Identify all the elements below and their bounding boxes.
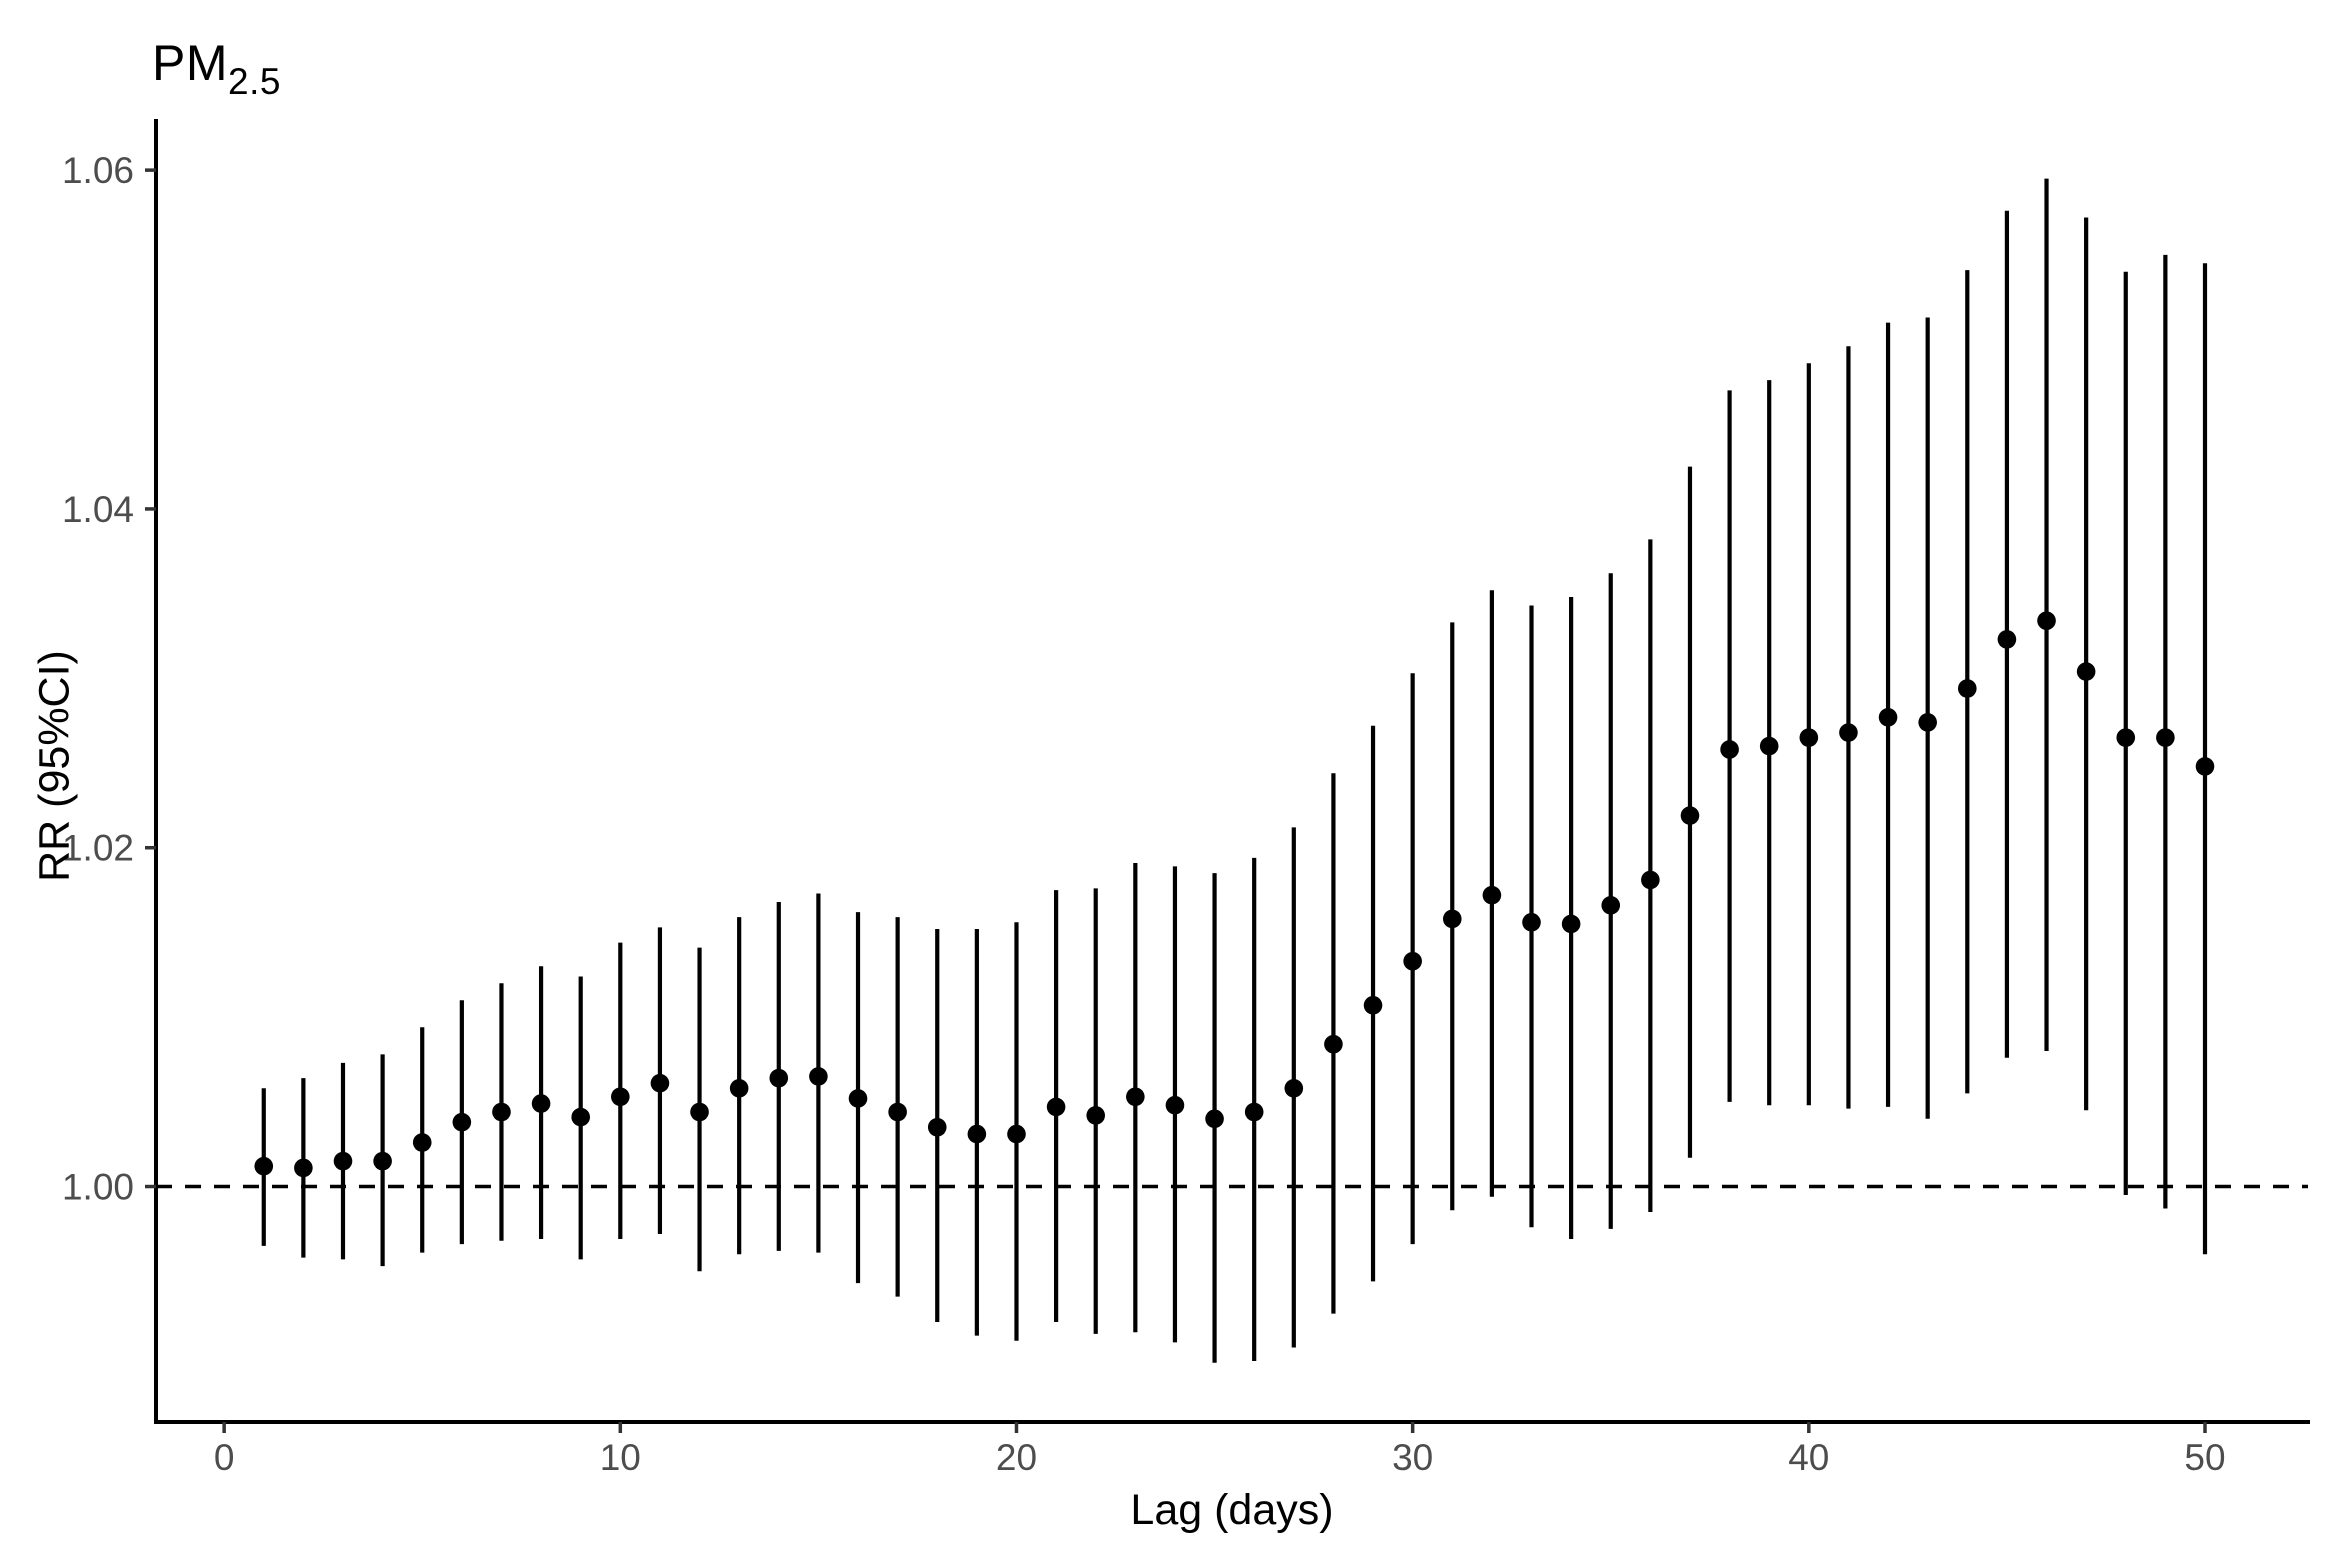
x-tick-label-20: 20 xyxy=(996,1437,1037,1478)
point-dot-lag-44 xyxy=(1957,679,1977,698)
point-dot-lag-22 xyxy=(1086,1106,1106,1125)
point-dot-lag-26 xyxy=(1244,1102,1264,1122)
point-dot-lag-12 xyxy=(690,1102,709,1122)
chart-title: PM2.5 xyxy=(152,34,281,100)
point-dot-lag-27 xyxy=(1284,1078,1304,1098)
point-dot-lag-29 xyxy=(1363,995,1383,1015)
point-dot-lag-6 xyxy=(452,1112,472,1132)
point-dot-lag-3 xyxy=(333,1151,353,1171)
y-tick-label-1.00: 1.00 xyxy=(62,1167,134,1208)
point-dot-lag-39 xyxy=(1759,736,1779,756)
point-dot-lag-14 xyxy=(769,1068,789,1088)
point-dot-lag-28 xyxy=(1324,1034,1343,1054)
x-tick-label-30: 30 xyxy=(1392,1437,1433,1478)
point-dot-lag-38 xyxy=(1720,740,1739,759)
point-dot-lag-2 xyxy=(294,1158,313,1178)
point-dot-lag-50 xyxy=(2195,757,2215,776)
y-tick-label-1.04: 1.04 xyxy=(62,489,134,530)
point-dot-lag-45 xyxy=(1997,630,2017,649)
x-axis-title: Lag (days) xyxy=(1130,1486,1334,1534)
point-dot-lag-11 xyxy=(650,1073,670,1093)
point-dot-lag-33 xyxy=(1522,912,1541,932)
point-dot-lag-40 xyxy=(1799,728,1819,747)
point-dot-lag-41 xyxy=(1839,723,1858,742)
point-dot-lag-34 xyxy=(1561,914,1581,934)
point-dot-lag-35 xyxy=(1601,896,1621,915)
point-dot-lag-31 xyxy=(1442,909,1462,929)
point-dot-lag-43 xyxy=(1918,713,1937,732)
point-dot-lag-4 xyxy=(373,1151,392,1171)
point-dot-lag-30 xyxy=(1403,951,1422,971)
point-dot-lag-21 xyxy=(1046,1097,1066,1117)
axis-lines xyxy=(154,119,2310,1424)
y-tick-label-1.02: 1.02 xyxy=(62,828,134,869)
point-dot-lag-42 xyxy=(1878,707,1898,727)
point-dot-lag-49 xyxy=(2156,728,2175,747)
point-dot-lag-46 xyxy=(2037,611,2056,631)
x-tick-label-10: 10 xyxy=(600,1437,641,1478)
point-dot-lag-8 xyxy=(531,1094,551,1113)
point-dot-lag-32 xyxy=(1482,885,1502,905)
point-dot-lag-15 xyxy=(809,1067,828,1086)
point-dot-lag-36 xyxy=(1641,870,1660,890)
y-tick-label-1.06: 1.06 xyxy=(62,150,134,191)
point-dot-lag-1 xyxy=(254,1156,274,1176)
point-dot-lag-17 xyxy=(888,1102,907,1122)
point-dot-lag-9 xyxy=(571,1107,590,1127)
point-dot-lag-10 xyxy=(611,1087,630,1107)
point-dot-lag-7 xyxy=(492,1102,511,1122)
point-dot-lag-13 xyxy=(729,1078,749,1098)
point-dot-lag-48 xyxy=(2116,728,2136,747)
point-dot-lag-23 xyxy=(1126,1087,1145,1107)
point-dot-lag-25 xyxy=(1205,1109,1224,1129)
point-dot-lag-24 xyxy=(1165,1095,1185,1115)
chart-title-main: PM xyxy=(152,35,228,91)
point-dot-lag-5 xyxy=(412,1133,432,1152)
point-dot-lag-20 xyxy=(1007,1124,1026,1144)
x-tick-label-0: 0 xyxy=(214,1437,235,1478)
point-dot-lag-19 xyxy=(967,1124,987,1144)
y-axis-title: RR (95%CI) xyxy=(30,650,79,882)
point-dot-lag-18 xyxy=(927,1117,947,1137)
x-tick-label-50: 50 xyxy=(2184,1437,2225,1478)
point-dot-lag-37 xyxy=(1680,806,1700,825)
point-dot-lag-47 xyxy=(2076,662,2096,681)
point-dot-lag-16 xyxy=(848,1089,868,1108)
chart-title-subscript: 2.5 xyxy=(228,61,281,102)
x-tick-label-40: 40 xyxy=(1788,1437,1829,1478)
